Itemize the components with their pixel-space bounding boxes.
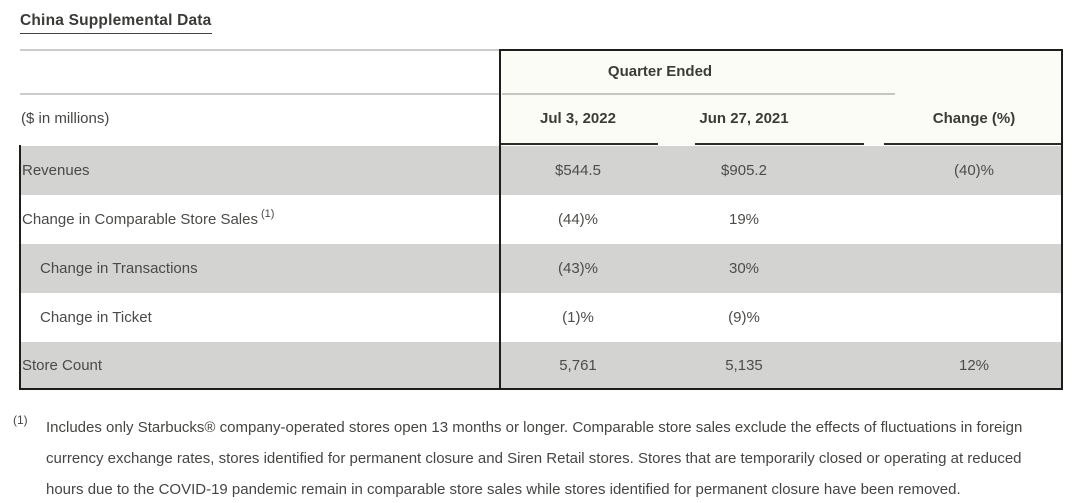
quarter-ended-underline xyxy=(502,93,895,95)
column-underline-change xyxy=(884,143,1062,145)
row-value-q2021: (9)% xyxy=(728,309,760,326)
row-value-change xyxy=(888,244,1060,293)
table-row-comp-store-sales: Change in Comparable Store Sales (1) (44)… xyxy=(20,195,1063,244)
row-label: Change in Ticket xyxy=(40,309,152,326)
row-value-q2022: (44)% xyxy=(557,211,598,228)
page-title: China Supplemental Data xyxy=(20,12,212,34)
row-value-q2021: $905.2 xyxy=(721,162,767,179)
row-value-change: (40)% xyxy=(953,162,994,179)
table-row-revenues: Revenues $544.5 $905.2 (40)% xyxy=(20,146,1063,195)
footnote-ref: (1) xyxy=(260,208,275,220)
table-border-left xyxy=(19,145,21,390)
table-row-store-count: Store Count 5,761 5,135 12% xyxy=(20,342,1063,389)
table-border-right xyxy=(1061,49,1063,390)
table-row-transactions: Change in Transactions (43)% 30% xyxy=(20,244,1063,293)
row-value-q2022: $544.5 xyxy=(555,162,601,179)
footnote-text: Includes only Starbucks® company-operate… xyxy=(46,419,1023,498)
column-underline-q2021 xyxy=(695,143,864,145)
unit-label: ($ in millions) xyxy=(21,110,110,127)
table-border-top xyxy=(499,49,1063,51)
footnote-marker: (1) xyxy=(13,413,28,427)
table-border-split xyxy=(499,49,501,390)
column-header-change-pct: Change (%) xyxy=(932,110,1016,127)
row-value-q2021: 5,135 xyxy=(725,357,763,374)
row-value-change: 12% xyxy=(958,357,990,374)
group-header-quarter-ended: Quarter Ended xyxy=(607,63,713,80)
row-value-q2022: (1)% xyxy=(562,309,594,326)
table-header-background xyxy=(501,50,1061,145)
column-underline-q2022 xyxy=(500,143,658,145)
table-border-bottom xyxy=(19,388,1063,390)
row-value-q2022: (43)% xyxy=(557,260,598,277)
row-label-text: Change in Comparable Store Sales xyxy=(22,211,258,228)
row-label: Change in Transactions xyxy=(40,260,198,277)
row-value-q2021: 19% xyxy=(728,211,760,228)
row-value-change xyxy=(888,293,1060,342)
row-value-q2022: 5,761 xyxy=(559,357,597,374)
row-label: Revenues xyxy=(22,162,90,179)
row-label: Change in Comparable Store Sales (1) xyxy=(22,195,274,244)
column-header-jul-3-2022: Jul 3, 2022 xyxy=(540,110,616,127)
row-value-q2021: 30% xyxy=(728,260,760,277)
table-row-ticket: Change in Ticket (1)% (9)% xyxy=(20,293,1063,342)
table-mid-rule-left xyxy=(20,93,500,95)
column-header-jun-27-2021: Jun 27, 2021 xyxy=(699,110,789,127)
row-value-change xyxy=(888,195,1060,244)
row-label: Store Count xyxy=(22,357,103,374)
table-top-rule-left xyxy=(20,49,500,51)
